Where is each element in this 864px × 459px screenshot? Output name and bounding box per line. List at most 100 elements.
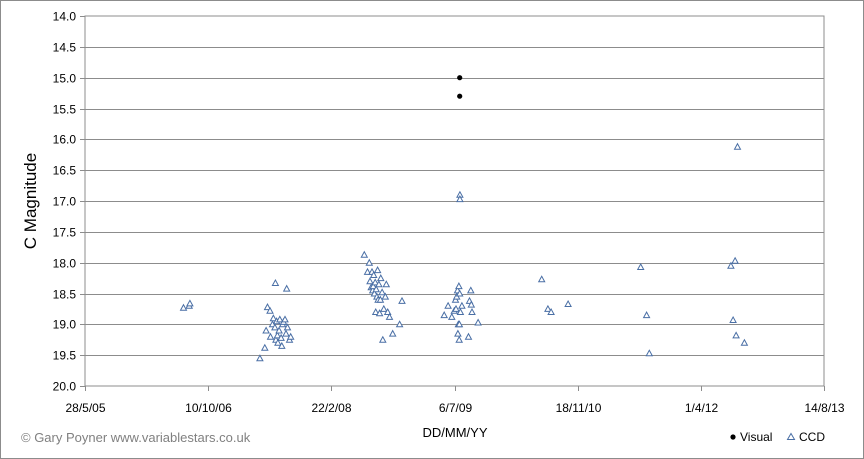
x-tick-label: 22/2/08	[311, 401, 351, 415]
ccd-point	[260, 343, 269, 351]
ccd-point	[447, 312, 456, 320]
ccd-point	[269, 314, 278, 322]
ccd-point	[455, 289, 464, 297]
ccd-point	[273, 331, 282, 339]
ccd-point	[369, 270, 378, 278]
ccd-point	[645, 349, 654, 357]
x-tick-label: 10/10/06	[185, 401, 232, 415]
ccd-point	[263, 303, 272, 311]
ccd-point	[456, 307, 465, 315]
ccd-point	[385, 312, 394, 320]
ccd-point	[375, 309, 384, 317]
credit-text: © Gary Poyner www.variablestars.co.uk	[21, 430, 251, 445]
ccd-point	[282, 329, 290, 337]
ccd-point	[466, 286, 475, 294]
ccd-point	[458, 301, 466, 309]
ccd-point	[275, 315, 284, 323]
ccd-point	[455, 335, 464, 343]
y-tick-label: 20.0	[53, 380, 77, 394]
ccd-point	[256, 354, 264, 362]
ccd-point	[378, 288, 386, 296]
legend-visual-label: Visual	[740, 430, 772, 444]
ccd-point	[379, 304, 388, 312]
x-axis-title: DD/MM/YY	[423, 425, 488, 440]
ccd-point	[282, 284, 291, 292]
x-tick-label: 28/5/05	[65, 401, 105, 415]
ccd-point	[373, 266, 382, 274]
ccd-point	[376, 274, 385, 282]
ccd-point	[371, 278, 380, 286]
ccd-point	[474, 318, 482, 326]
y-tick-label: 16.5	[53, 164, 77, 178]
y-tick-label: 14.5	[53, 41, 77, 55]
ccd-point	[277, 333, 285, 341]
ccd-point	[398, 296, 406, 304]
y-tick-label: 15.0	[53, 72, 77, 86]
y-tick-label: 15.5	[53, 103, 77, 117]
y-tick-label: 17.5	[53, 226, 77, 240]
ccd-point	[275, 326, 283, 334]
y-tick-label: 17.0	[53, 195, 77, 209]
ccd-point	[382, 280, 391, 288]
ccd-point	[732, 331, 740, 339]
legend-ccd-label: CCD	[799, 430, 825, 444]
ccd-point	[733, 142, 742, 150]
ccd-point	[636, 262, 645, 270]
visual-point	[457, 93, 463, 99]
ccd-point	[455, 320, 464, 328]
ccd-point	[371, 307, 380, 315]
ccd-point	[395, 320, 404, 328]
ccd-point	[383, 307, 392, 315]
ccd-point	[547, 307, 555, 315]
ccd-point	[266, 332, 275, 340]
y-axis: 14.0 14.5 15.0 15.5 16.0 16.5 17.0 17.5 18.0 18.5…	[53, 10, 85, 394]
data-points	[179, 75, 749, 362]
ccd-point	[740, 338, 749, 346]
ccd-point	[283, 323, 292, 331]
ccd-point	[440, 311, 449, 319]
ccd-point	[642, 311, 651, 319]
y-axis-title: C Magnitude	[21, 153, 40, 249]
ccd-point	[369, 282, 378, 290]
y-tick-label: 19.5	[53, 349, 77, 363]
ccd-point	[444, 301, 452, 309]
legend-ccd-marker	[786, 432, 796, 440]
ccd-point	[262, 326, 270, 334]
ccd-point	[179, 303, 188, 311]
x-axis: 28/5/05 10/10/06 22/2/08 6/7/09 18/11/10 1/4/…	[65, 386, 845, 415]
ccd-point	[537, 275, 546, 283]
ccd-point	[360, 250, 369, 258]
y-tick-label: 18.0	[53, 257, 77, 271]
ccd-point	[731, 256, 739, 264]
ccd-point	[464, 332, 473, 340]
visual-point	[457, 75, 463, 81]
ccd-point	[455, 282, 463, 290]
ccd-point	[375, 280, 383, 288]
ccd-point	[286, 332, 295, 340]
ccd-point	[271, 278, 280, 286]
ccd-point	[266, 306, 274, 314]
ccd-point	[281, 315, 289, 323]
x-tick-label: 6/7/09	[439, 401, 473, 415]
ccd-point	[363, 267, 372, 275]
ccd-point	[271, 323, 279, 331]
y-tick-label: 19.0	[53, 318, 77, 332]
ccd-point	[274, 338, 282, 346]
ccd-point	[544, 304, 552, 312]
ccd-point	[381, 292, 390, 300]
x-tick-label: 1/4/12	[685, 401, 719, 415]
ccd-point	[729, 315, 737, 323]
ccd-point	[468, 307, 476, 315]
gridlines	[85, 47, 824, 356]
ccd-point	[365, 258, 374, 266]
ccd-point	[564, 299, 572, 307]
legend-visual-marker	[730, 434, 736, 440]
ccd-point	[366, 277, 374, 285]
ccd-point	[456, 195, 464, 203]
ccd-point	[467, 300, 476, 308]
y-tick-label: 14.0	[53, 10, 77, 24]
y-tick-label: 18.5	[53, 288, 77, 302]
ccd-point	[378, 335, 387, 343]
